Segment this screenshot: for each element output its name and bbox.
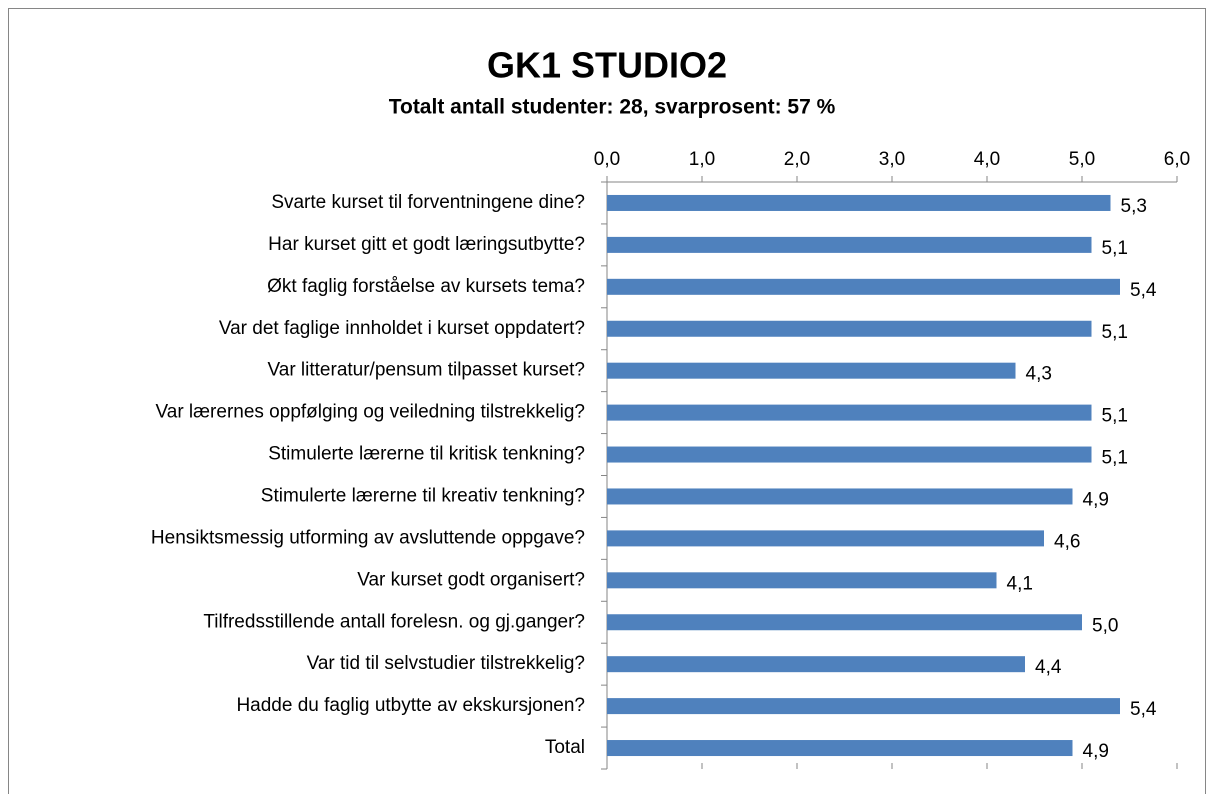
chart-subtitle: Totalt antall studenter: 28, svarprosent… bbox=[389, 96, 836, 119]
y-tick-label: Tilfredsstillende antall forelesn. og gj… bbox=[203, 611, 585, 632]
value-label: 5,1 bbox=[1102, 448, 1128, 469]
x-tick-label: 5,0 bbox=[1069, 149, 1095, 170]
bar bbox=[607, 236, 1092, 253]
x-tick-label: 4,0 bbox=[974, 149, 1000, 170]
bar bbox=[607, 194, 1111, 211]
y-tick-label: Var tid til selvstudier tilstrekkelig? bbox=[307, 653, 585, 674]
y-tick-label: Var det faglige innholdet i kurset oppda… bbox=[219, 318, 585, 339]
y-tick-label: Økt faglig forståelse av kursets tema? bbox=[267, 276, 585, 297]
value-label: 5,3 bbox=[1121, 196, 1147, 217]
value-label: 5,0 bbox=[1092, 615, 1118, 636]
bar bbox=[607, 698, 1120, 715]
bar bbox=[607, 404, 1092, 421]
x-tick-label: 1,0 bbox=[689, 149, 715, 170]
bar bbox=[607, 572, 997, 589]
chart-title: GK1 STUDIO2 bbox=[487, 45, 727, 86]
bar bbox=[607, 278, 1120, 295]
value-label: 4,3 bbox=[1026, 364, 1052, 385]
y-tick-label: Svarte kurset til forventningene dine? bbox=[271, 192, 585, 213]
value-label: 4,9 bbox=[1083, 489, 1109, 510]
x-tick-label: 3,0 bbox=[879, 149, 905, 170]
x-tick-label: 2,0 bbox=[784, 149, 810, 170]
value-label: 4,1 bbox=[1007, 573, 1033, 594]
bar bbox=[607, 446, 1092, 463]
value-label: 4,6 bbox=[1054, 531, 1080, 552]
bar bbox=[607, 740, 1073, 757]
y-tick-label: Stimulerte lærerne til kreativ tenkning? bbox=[261, 485, 585, 506]
x-tick-label: 6,0 bbox=[1164, 149, 1190, 170]
bar bbox=[607, 614, 1082, 631]
y-tick-label: Hadde du faglig utbytte av ekskursjonen? bbox=[236, 695, 585, 716]
value-label: 5,1 bbox=[1102, 322, 1128, 343]
value-label: 4,4 bbox=[1035, 657, 1062, 678]
value-label: 5,4 bbox=[1130, 699, 1157, 720]
bar bbox=[607, 362, 1016, 379]
y-tick-label: Har kurset gitt et godt læringsutbytte? bbox=[268, 234, 585, 255]
bar bbox=[607, 656, 1025, 673]
y-tick-label: Var kurset godt organisert? bbox=[357, 569, 585, 590]
y-tick-label: Total bbox=[545, 737, 585, 758]
bar bbox=[607, 530, 1044, 547]
value-label: 5,4 bbox=[1130, 280, 1157, 301]
y-tick-label: Stimulerte lærerne til kritisk tenkning? bbox=[268, 444, 585, 465]
value-label: 5,1 bbox=[1102, 406, 1128, 427]
bar bbox=[607, 488, 1073, 505]
value-label: 5,1 bbox=[1102, 238, 1128, 259]
y-tick-label: Var lærernes oppfølging og veiledning ti… bbox=[156, 402, 586, 423]
y-tick-label: Hensiktsmessig utforming av avsluttende … bbox=[151, 527, 585, 548]
y-tick-label: Var litteratur/pensum tilpasset kurset? bbox=[267, 360, 585, 381]
value-label: 4,9 bbox=[1083, 741, 1109, 762]
bar bbox=[607, 320, 1092, 337]
x-tick-label: 0,0 bbox=[594, 149, 620, 170]
